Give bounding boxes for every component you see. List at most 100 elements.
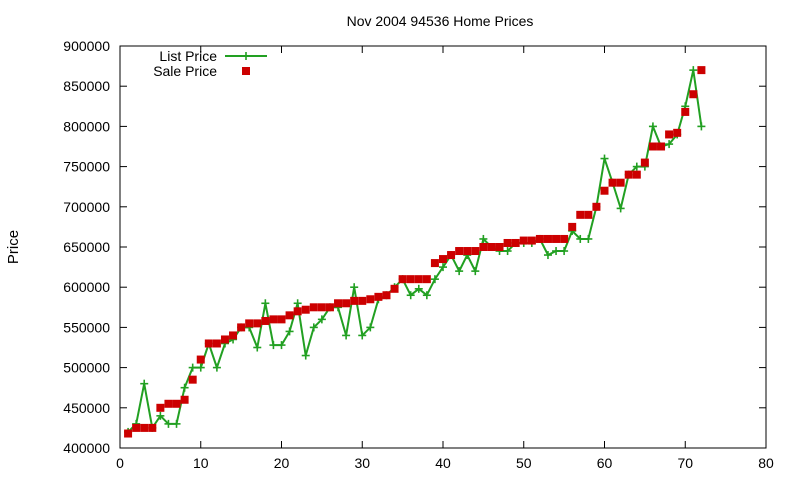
sale-price-point (697, 66, 706, 75)
sale-price-point (212, 339, 221, 348)
y-axis-title: Price (5, 230, 22, 264)
sale-price-point (293, 307, 302, 316)
list-price-point (317, 315, 326, 324)
list-price-point (560, 247, 569, 256)
list-price-point (366, 323, 375, 332)
list-price-point (277, 341, 286, 350)
sale-price-point (624, 170, 633, 179)
list-price-point (422, 291, 431, 300)
sale-price-point (390, 284, 399, 293)
y-tick-label: 750000 (63, 159, 110, 175)
list-price-point (212, 363, 221, 372)
sale-price-point (608, 178, 617, 187)
sale-price-point (560, 234, 569, 243)
list-price-point (503, 247, 512, 256)
list-price-point (584, 234, 593, 243)
sale-price-point (358, 296, 367, 305)
sale-price-point (164, 399, 173, 408)
list-price-point (406, 291, 415, 300)
sale-price-point (285, 311, 294, 320)
sale-price-point (204, 339, 213, 348)
y-tick-label: 600000 (63, 279, 110, 295)
sale-price-point (350, 296, 359, 305)
sale-price-point (301, 305, 310, 314)
list-price-point (439, 263, 447, 272)
list-price-point (301, 351, 310, 360)
sale-price-point (366, 295, 375, 304)
sale-price-point (172, 399, 181, 408)
sale-price-point (220, 335, 229, 344)
list-price-point (172, 419, 181, 428)
list-price-point (293, 299, 302, 308)
x-tick-label: 20 (274, 455, 290, 471)
list-price-point (140, 379, 149, 388)
list-price-point (689, 66, 698, 75)
list-price-point (156, 411, 165, 420)
list-price-point (414, 284, 423, 293)
sale-price-point (543, 234, 552, 243)
sale-price-point (406, 275, 415, 284)
sale-price-point (455, 247, 464, 256)
sale-price-point (552, 234, 561, 243)
list-price-point (616, 204, 625, 213)
y-tick-label: 700000 (63, 199, 110, 215)
list-price-line (127, 69, 703, 433)
chart-title: Nov 2004 94536 Home Prices (347, 13, 534, 29)
sale-price-point (325, 303, 334, 312)
sale-price-point (632, 170, 641, 179)
list-price-point (253, 343, 262, 352)
sale-price-point (188, 375, 197, 384)
list-price-point (697, 122, 706, 131)
x-tick-label: 70 (677, 455, 693, 471)
sale-price-point (156, 403, 165, 412)
list-price-point (665, 140, 674, 149)
sale-price-point (584, 210, 593, 219)
legend-label-sale-price: Sale Price (153, 63, 217, 79)
sale-price-point (479, 243, 488, 251)
sale-price-point (616, 178, 625, 187)
sale-price-point (681, 107, 690, 116)
sale-price-point (253, 319, 262, 328)
y-tick-label: 650000 (63, 239, 110, 255)
sale-price-point (382, 291, 391, 300)
sale-price-point (640, 158, 649, 167)
sale-price-point (463, 247, 472, 256)
sale-price-point (487, 243, 496, 251)
sale-price-point (600, 186, 609, 195)
list-price-point (600, 154, 609, 163)
list-price-point (188, 363, 197, 372)
sale-price-point (568, 222, 577, 231)
plot-area: 0 10 20 30 40 50 60 70 80 400000 450000 500000 55000… (63, 38, 774, 471)
x-tick-label: 50 (516, 455, 532, 471)
sale-price-point (519, 236, 528, 245)
sale-price-point (447, 251, 456, 260)
sale-price-point (511, 238, 520, 247)
sale-price-point (414, 275, 423, 284)
sale-price-point (277, 315, 286, 324)
list-price-point (164, 419, 173, 428)
sale-price-point (132, 423, 141, 432)
list-price-point (261, 299, 270, 308)
y-tick-label: 850000 (63, 78, 110, 94)
y-tick-label: 550000 (63, 319, 110, 335)
list-price-point (342, 331, 351, 340)
x-tick-label: 10 (193, 455, 209, 471)
list-price-point (479, 234, 488, 243)
sale-price-point (576, 210, 585, 219)
list-price-point (285, 327, 294, 336)
sale-price-point (342, 299, 351, 308)
y-tick-label: 450000 (63, 400, 110, 416)
sale-price-point (430, 259, 439, 268)
list-price-point (552, 247, 561, 256)
x-tick-label: 30 (354, 455, 370, 471)
list-price-point (180, 383, 189, 392)
sale-price-point (261, 316, 270, 325)
sale-price-point (196, 355, 205, 364)
sale-price-point (309, 303, 318, 312)
sale-price-point (124, 429, 133, 438)
sale-price-point (422, 275, 431, 284)
sale-price-point (689, 90, 698, 99)
sale-price-point (673, 128, 682, 137)
sale-price-point (527, 236, 536, 245)
